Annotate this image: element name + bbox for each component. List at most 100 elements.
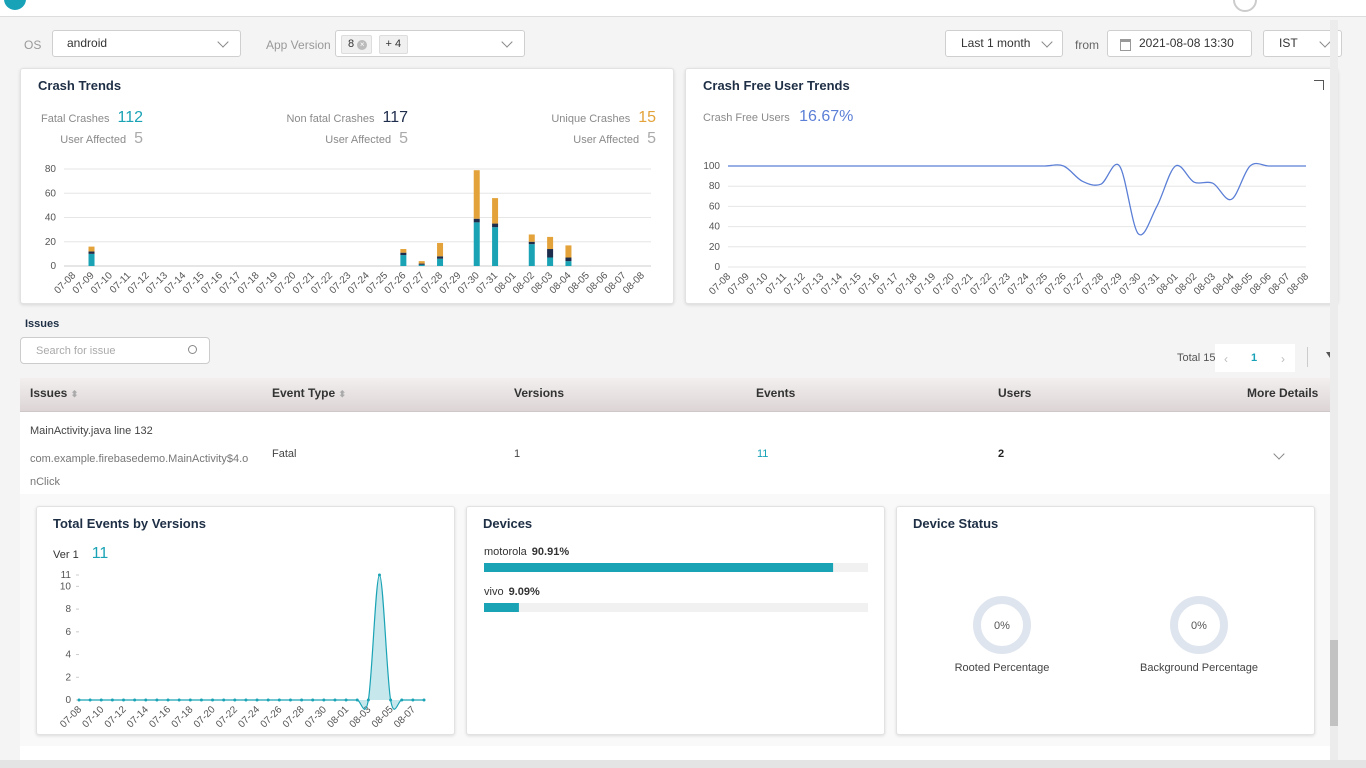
header-text: Issues (30, 386, 68, 400)
y-tick-label: 4 (65, 650, 71, 661)
scroll-thumb[interactable] (1330, 640, 1338, 726)
prev-page[interactable]: ‹ (1224, 352, 1228, 366)
chevron (1041, 36, 1053, 48)
events-chart: 02468101107-0807-1007-1207-1407-1607-180… (58, 570, 426, 730)
y-tick-label: 11 (61, 570, 72, 581)
date-value: 2021-08-08 13:30 (1139, 36, 1234, 50)
bar-segment (88, 253, 95, 266)
bar-segment (437, 258, 444, 266)
point (244, 698, 248, 702)
os-value: android (67, 36, 108, 50)
point (333, 698, 337, 702)
column-header[interactable]: Issues ⬍ (30, 386, 78, 400)
bar-segment (565, 245, 572, 258)
point (110, 698, 114, 702)
y-tick-label: 20 (709, 242, 721, 253)
pagination: ‹ 1 › (1215, 344, 1295, 372)
events[interactable]: 11 (757, 448, 769, 460)
header-text: Event Type (272, 386, 336, 400)
versions: 1 (514, 448, 521, 460)
point (133, 698, 137, 702)
card-title: Device Status (913, 516, 999, 531)
date-input[interactable]: 2021-08-08 13:30 (1107, 30, 1252, 57)
stat-label: User Affected (60, 134, 127, 146)
x-tick-label: 08-05 (370, 704, 396, 730)
point (411, 698, 415, 702)
y-tick-label: 2 (65, 672, 71, 683)
device-label: vivo 9.09% (484, 586, 540, 598)
table-row[interactable] (20, 412, 1330, 495)
point (211, 698, 215, 702)
events-card: Total Events by Versions Ver 1 11 0 2 4 6 8 10… (36, 506, 455, 735)
scrollbar (1330, 20, 1338, 760)
search-box[interactable]: Search for issue (20, 337, 210, 364)
bar-segment (565, 257, 572, 262)
separator (1307, 347, 1308, 367)
expand-icon[interactable] (1314, 80, 1324, 90)
logo[interactable] (4, 0, 26, 10)
bar-segment (492, 227, 499, 266)
os-select[interactable]: android (52, 30, 241, 57)
bar-segment (437, 242, 444, 257)
donut-value: 0% (1191, 620, 1207, 632)
stat: Unique Crashes 15 User Affected 5 (530, 108, 656, 150)
devices-card: Devices motorola 90.91% vivo 9.09% (466, 506, 885, 735)
stat-value: 5 (647, 130, 656, 147)
bar-segment (547, 257, 554, 266)
column-header[interactable]: Event Type ⬍ (272, 386, 346, 400)
point (266, 698, 270, 702)
stat-label: Unique Crashes (551, 113, 631, 125)
x-tick-label: 07-08 (58, 704, 84, 730)
bar-segment (528, 241, 535, 245)
timezone-value: IST (1279, 36, 1298, 50)
y-tick-label: 60 (709, 201, 721, 212)
range-select[interactable]: Last 1 month (945, 30, 1063, 57)
point (155, 698, 159, 702)
x-tick-label: 07-22 (214, 704, 240, 730)
bar (484, 563, 834, 572)
stat-label: User Affected (325, 134, 392, 146)
issues-title: Issues (25, 318, 60, 330)
app-version-label: App Version (266, 38, 331, 52)
calendar-icon (1120, 39, 1131, 51)
point (222, 698, 226, 702)
x-tick-label: 08-08 (1285, 271, 1311, 297)
bar-segment (473, 218, 480, 223)
stat-value: 117 (382, 109, 408, 126)
x-tick-label: 07-24 (236, 704, 262, 730)
bar-segment (528, 244, 535, 266)
timezone-select[interactable]: IST (1263, 30, 1342, 57)
x-tick-label: 07-14 (125, 704, 151, 730)
device-label: motorola 90.91% (484, 546, 569, 558)
chip-remove[interactable]: × (357, 40, 368, 50)
donut-value: 0% (994, 620, 1010, 632)
y-tick-label: 20 (45, 237, 57, 248)
device-name: vivo (484, 586, 504, 598)
point (355, 698, 359, 702)
point (322, 698, 326, 702)
bar-segment (400, 249, 407, 253)
donut-track (973, 596, 1031, 654)
page-number[interactable]: 1 (1251, 352, 1258, 364)
summary: Ver 1 11 (53, 545, 108, 563)
next-page[interactable]: › (1281, 352, 1285, 366)
sort-icon[interactable]: ⬍ (338, 389, 347, 399)
device-name: motorola (484, 546, 528, 558)
sort-icon[interactable]: ⬍ (70, 389, 79, 399)
y-tick-label: 60 (45, 188, 57, 199)
bar-segment (565, 261, 572, 266)
column-header: Events (756, 386, 796, 400)
point (400, 698, 404, 702)
point (277, 698, 281, 702)
users: 2 (998, 448, 1005, 460)
stat-label: User Affected (573, 134, 640, 146)
bar-segment (400, 255, 407, 266)
stat-value: 15 (638, 109, 656, 126)
bar-segment (418, 261, 425, 264)
point (288, 698, 292, 702)
point (255, 698, 259, 702)
point (99, 698, 103, 702)
app-version-select[interactable]: 8 × + 4 (335, 30, 525, 57)
y-tick-label: 40 (709, 222, 721, 233)
